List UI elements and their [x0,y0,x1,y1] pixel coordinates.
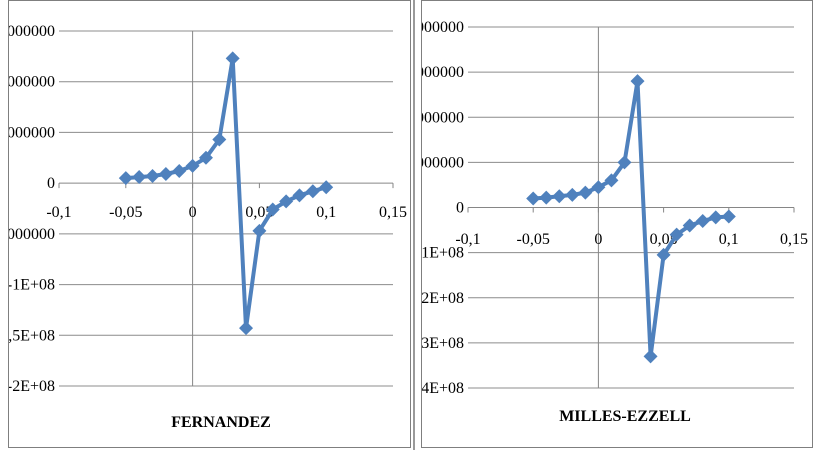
data-point-marker [279,194,294,209]
x-tick-label: 0 [189,204,197,221]
y-tick-label: -3E+08 [422,335,464,352]
data-point-marker [132,170,147,185]
data-point-marker [252,223,267,238]
data-point-marker [708,210,723,225]
data-point-marker [198,150,213,165]
data-point-marker [265,202,280,217]
data-point-marker [185,158,200,173]
y-tick-label: -4E+08 [422,380,464,397]
y-tick-label: 40000000 [422,19,464,36]
chart-fernandez: 15000000 10000000 50000000 0 -5000000 -1E+08 -… [9,23,407,431]
data-point-marker [305,184,320,199]
data-point-marker [118,171,133,186]
panel-divider [413,0,415,450]
y-tick-label: -2E+08 [422,290,464,307]
data-point-marker [172,163,187,178]
data-point-marker [643,349,658,364]
y-tick-label: 20000000 [422,109,464,126]
data-point-marker [721,209,736,224]
series-line [533,79,729,359]
data-point-marker [158,167,173,182]
y-tick-label: 30000000 [422,64,464,81]
y-tick-label: 50000000 [9,124,55,141]
data-point-marker [630,74,645,89]
chart-panel-fernandez: 15000000 10000000 50000000 0 -5000000 -1E+08 -… [8,0,411,448]
chart-panel-milles-ezzell: 400000003000000020000000100000000-1E+08-… [421,0,813,448]
x-tick-label: -0,1 [46,204,71,221]
data-point-marker [319,180,334,195]
x-tick-label: -0,05 [517,231,550,248]
data-point-marker [552,189,567,204]
data-point-marker [539,190,554,205]
y-tick-label: 0 [456,200,464,217]
data-point-marker [591,180,606,195]
y-tick-label: -2E+08 [9,378,55,395]
data-point-marker [212,132,227,147]
y-tick-label: -5000000 [9,226,55,243]
x-tick-label: -0,1 [455,231,480,248]
data-point-marker [578,185,593,200]
y-tick-label: 0 [47,175,55,192]
y-tick-label: 15000000 [9,23,55,40]
series-line [125,56,327,331]
data-point-marker [695,214,710,229]
y-tick-label: -1E+08 [9,277,55,294]
data-point-marker [604,173,619,188]
chart-title: MILLES-EZZELL [559,408,691,425]
data-point-marker [292,188,307,203]
chart-title: FERNANDEZ [171,414,271,431]
data-point-marker [682,218,697,233]
data-point-marker [239,321,254,336]
x-tick-label: 0,15 [379,204,407,221]
x-tick-label: 0 [594,231,602,248]
data-point-marker [656,247,671,262]
y-tick-label: 10000000 [9,74,55,91]
data-point-marker [565,187,580,202]
data-point-marker [526,191,541,206]
x-tick-label: -0,05 [109,204,142,221]
chart-milles-ezzell: 400000003000000020000000100000000-1E+08-… [422,19,808,425]
y-tick-label: 10000000 [422,154,464,171]
data-point-marker [145,169,160,184]
data-point-marker [669,227,684,242]
data-point-marker [617,155,632,170]
data-point-marker [225,51,240,66]
x-tick-label: 0,15 [780,231,808,248]
y-tick-label: -1,5E+08 [9,327,55,344]
y-tick-label: -1E+08 [422,245,464,262]
x-tick-label: 0,1 [719,231,739,248]
x-tick-label: 0,1 [316,204,336,221]
